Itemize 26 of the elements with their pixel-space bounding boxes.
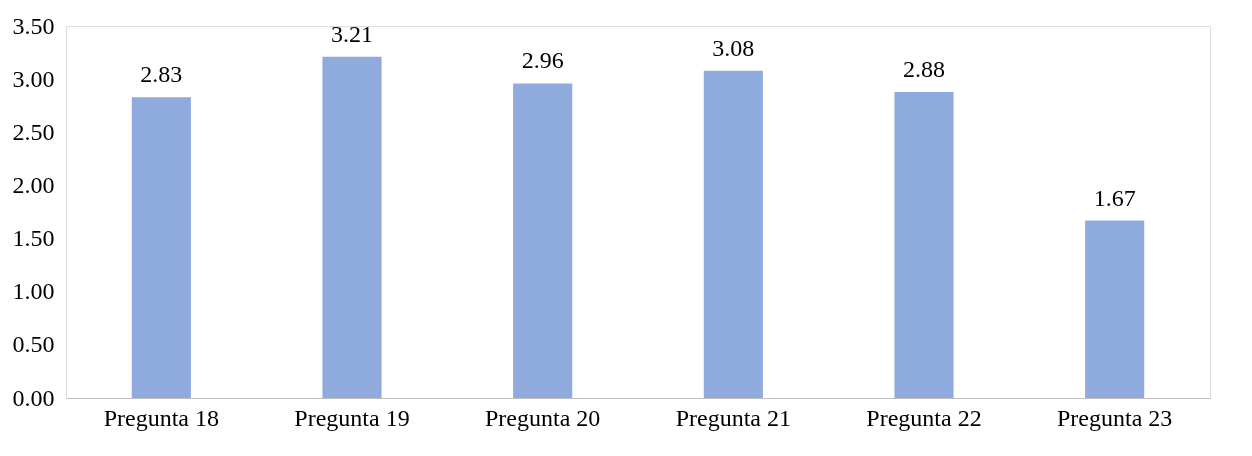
y-tick-label: 3.50 <box>12 12 55 39</box>
data-label: 2.96 <box>521 47 564 74</box>
x-tick-label: Pregunta 18 <box>103 404 219 431</box>
x-tick-label: Pregunta 20 <box>485 404 601 431</box>
bar <box>322 56 382 398</box>
data-label: 2.83 <box>140 61 183 88</box>
bar <box>513 83 573 398</box>
y-tick-label: 3.00 <box>12 65 55 92</box>
data-label: 3.21 <box>331 20 373 47</box>
data-label: 1.67 <box>1093 184 1136 211</box>
y-tick-label: 1.00 <box>12 278 55 305</box>
x-tick-label: Pregunta 21 <box>675 404 791 431</box>
y-tick-label: 0.00 <box>12 384 55 411</box>
x-tick-label: Pregunta 19 <box>294 404 410 431</box>
bar <box>1085 220 1145 398</box>
y-tick-label: 2.00 <box>12 171 55 198</box>
y-tick-label: 0.50 <box>12 331 55 358</box>
bar <box>703 70 763 398</box>
y-tick-label: 1.50 <box>12 225 55 252</box>
data-label: 2.88 <box>903 55 945 82</box>
x-tick-label: Pregunta 23 <box>1057 404 1173 431</box>
x-tick-label: Pregunta 22 <box>866 404 982 431</box>
data-label: 3.08 <box>712 34 755 61</box>
bar <box>131 97 191 398</box>
y-tick-label: 2.50 <box>12 118 55 145</box>
bar <box>894 91 954 398</box>
